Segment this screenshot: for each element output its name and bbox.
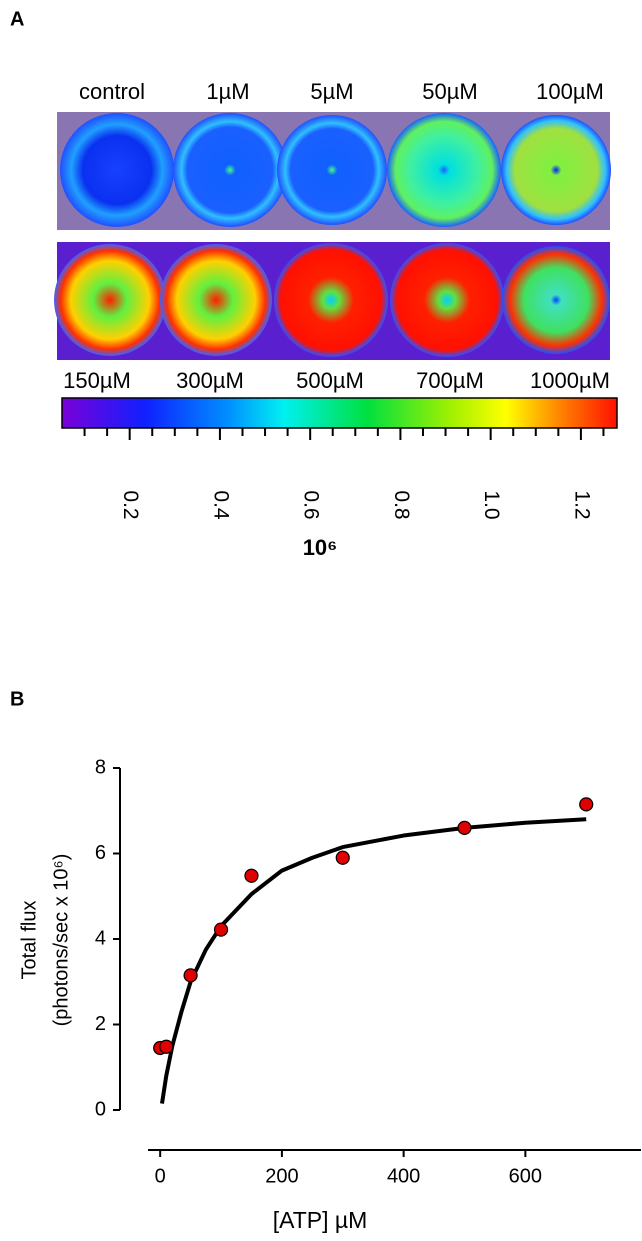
- y-tick-label: 6: [95, 842, 106, 864]
- well-images: [54, 112, 611, 360]
- colorbar-tick-label: 1.0: [480, 490, 503, 519]
- y-tick-label: 8: [95, 756, 106, 778]
- colorbar-tick-label: 0.4: [209, 490, 232, 520]
- fit-curve: [160, 817, 587, 1104]
- well-label: 1µM: [206, 79, 249, 104]
- y-tick-label: 2: [95, 1013, 106, 1035]
- y-tick-label: 0: [95, 1098, 106, 1120]
- y-tick-label: 4: [95, 927, 106, 949]
- x-axis-label: [ATP] µM: [273, 1207, 368, 1233]
- colorbar-tick-label: 0.8: [390, 490, 413, 519]
- well: [390, 243, 504, 357]
- well-label: 300µM: [176, 368, 244, 393]
- x-tick-label: 400: [387, 1165, 420, 1187]
- well: [501, 115, 611, 225]
- data-point: [579, 797, 594, 812]
- data-point: [213, 922, 229, 937]
- data-point: [335, 850, 350, 865]
- data-point: [183, 968, 198, 983]
- y-axis-label: (photons/sec x 10⁶): [50, 854, 72, 1027]
- well: [60, 113, 174, 227]
- well-label: 1000µM: [530, 368, 610, 393]
- panel-label: B: [10, 688, 24, 710]
- colorbar: [61, 397, 618, 429]
- y-axis-label: Total flux: [18, 901, 40, 980]
- well-label: 50µM: [422, 79, 477, 104]
- colorbar-tick-label: 0.6: [300, 490, 323, 519]
- panel-label: A: [10, 8, 24, 30]
- well-label: 500µM: [296, 368, 364, 393]
- data-point: [159, 1039, 174, 1054]
- well-label: 150µM: [63, 368, 131, 393]
- x-tick-label: 600: [509, 1165, 542, 1187]
- x-tick-label: 200: [265, 1165, 298, 1187]
- well: [277, 115, 387, 225]
- x-tick-label: 0: [155, 1165, 166, 1187]
- well: [173, 113, 287, 227]
- colorbar-label: 10⁶: [303, 535, 338, 560]
- well-label: 100µM: [536, 79, 604, 104]
- well: [54, 244, 166, 356]
- well: [502, 246, 610, 354]
- data-point: [457, 820, 472, 835]
- well-label: 5µM: [310, 79, 353, 104]
- colorbar-tick-label: 1.2: [570, 490, 593, 519]
- well: [387, 113, 501, 227]
- well-label: 700µM: [416, 368, 484, 393]
- well: [274, 243, 388, 357]
- well: [160, 244, 272, 356]
- colorbar-tick-label: 0.2: [119, 490, 142, 519]
- well-label: control: [79, 79, 145, 104]
- data-point: [244, 868, 259, 883]
